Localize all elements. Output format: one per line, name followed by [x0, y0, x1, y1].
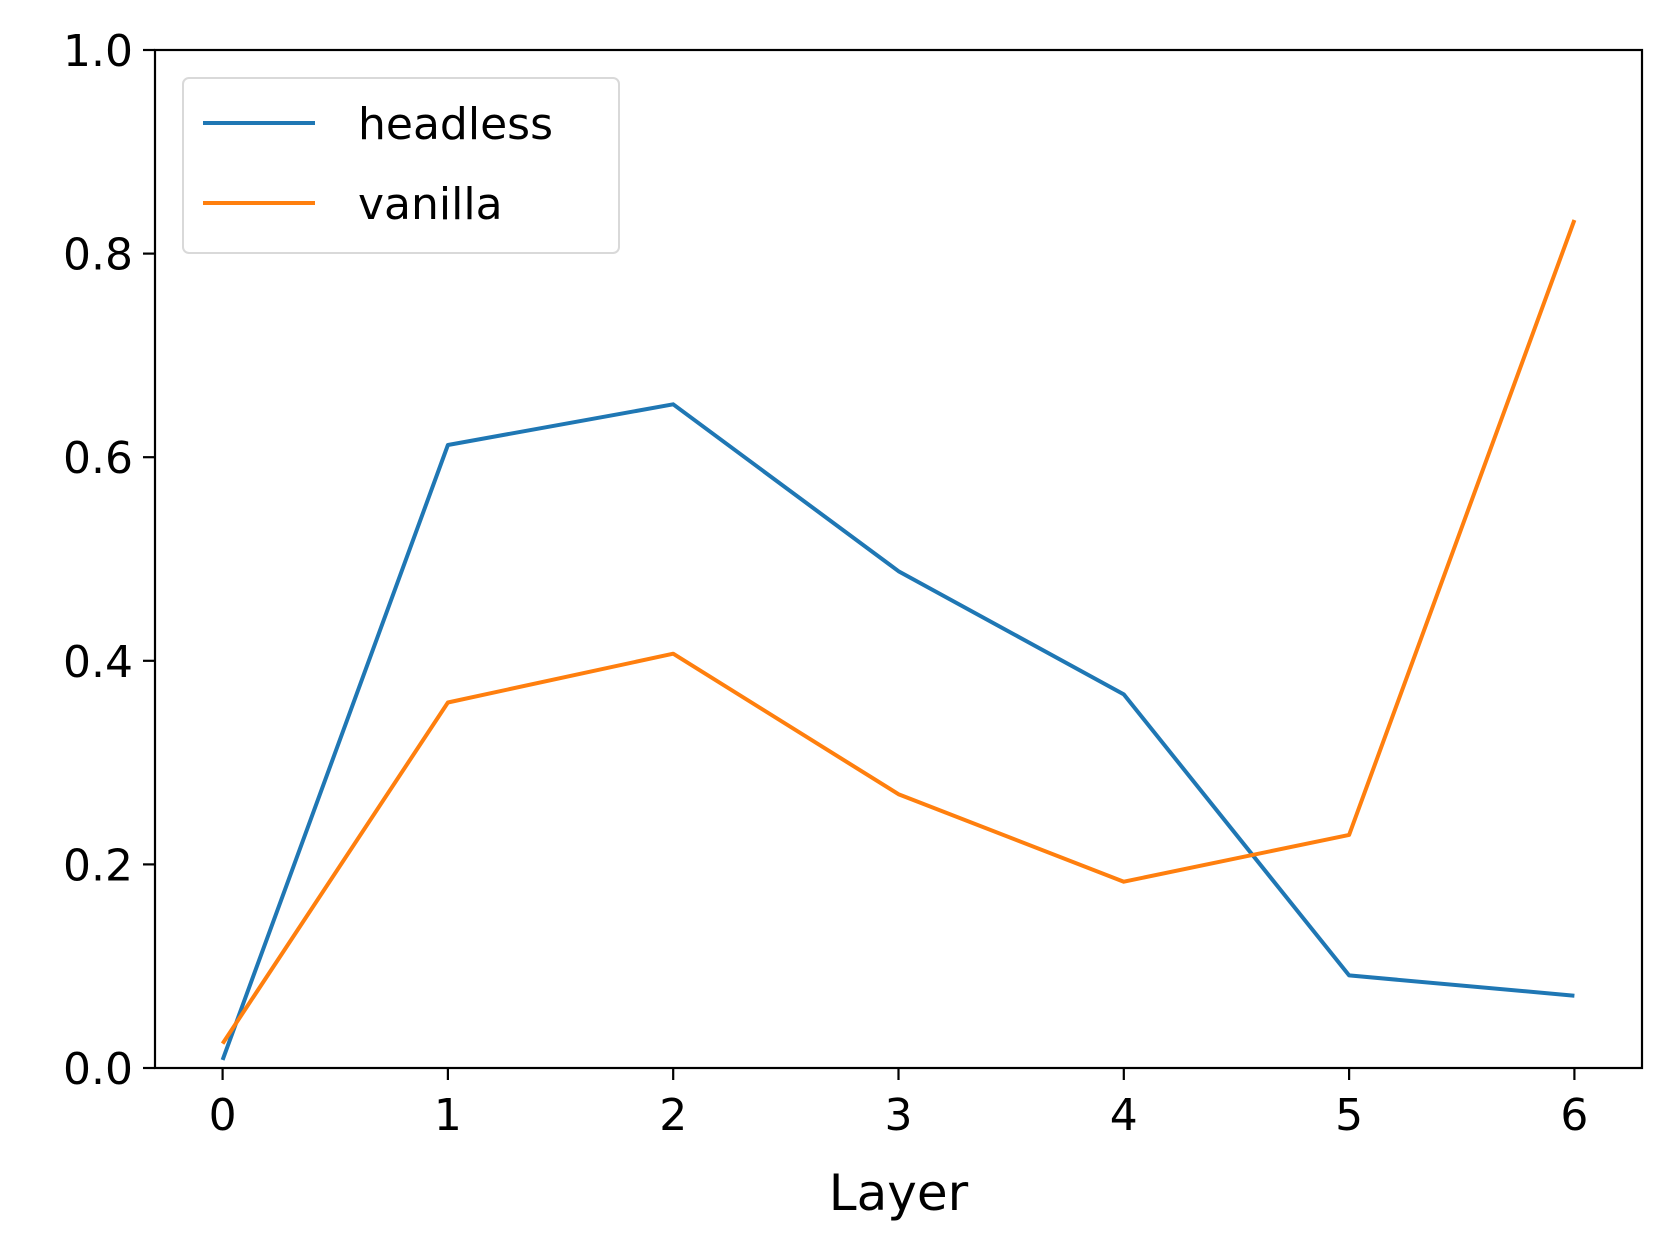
y-tick-label: 0.8 [63, 230, 133, 281]
x-tick-label: 6 [1560, 1090, 1588, 1141]
y-tick-label: 1.0 [63, 26, 133, 77]
y-tick-label: 0.2 [63, 840, 133, 891]
x-tick-label: 2 [659, 1090, 687, 1141]
y-axis-ticks: 0.0 0.2 0.4 0.6 0.8 1.0 [63, 26, 155, 1095]
x-tick-label: 0 [209, 1090, 237, 1141]
legend-label-vanilla: vanilla [358, 179, 503, 230]
series-layer [220, 219, 1577, 1061]
x-tick-label: 4 [1110, 1090, 1138, 1141]
series-line-vanilla [220, 219, 1577, 1045]
x-tick-label: 1 [434, 1090, 462, 1141]
legend: headless vanilla [182, 77, 620, 254]
series-line-headless [220, 402, 1575, 1061]
legend-label-headless: headless [358, 99, 553, 150]
x-tick-label: 5 [1335, 1090, 1363, 1141]
y-tick-label: 0.0 [63, 1044, 133, 1095]
y-tick-label: 0.6 [63, 433, 133, 484]
x-axis-ticks: 0 1 2 3 4 5 6 [209, 1068, 1588, 1141]
x-axis-label: Layer [829, 1164, 969, 1222]
y-tick-label: 0.4 [63, 637, 133, 688]
x-tick-label: 3 [885, 1090, 913, 1141]
